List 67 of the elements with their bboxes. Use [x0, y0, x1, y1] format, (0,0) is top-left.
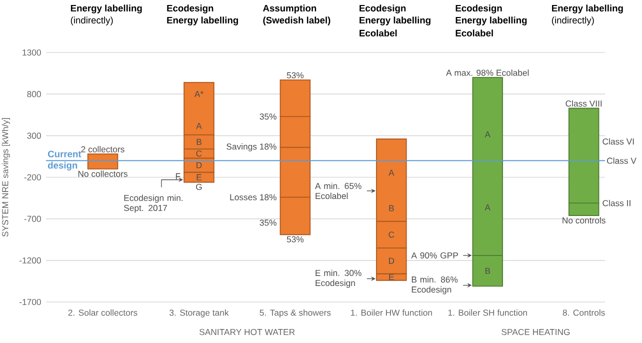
- text: (indirectly): [552, 16, 594, 26]
- annotation: D: [388, 258, 394, 264]
- annotation: 53%: [286, 72, 304, 78]
- annotation: Class VIII: [566, 100, 602, 107]
- annotation: E: [196, 174, 202, 180]
- annotation: E min. 30% Ecodesign: [316, 270, 362, 288]
- annotation: E: [389, 274, 394, 280]
- annotation: 53%: [286, 236, 304, 242]
- annotation: B: [485, 268, 490, 274]
- y-tick-label: -1200: [20, 257, 41, 264]
- bar: [87, 153, 118, 170]
- ref-line-label: Current design: [48, 150, 82, 171]
- annotation: Ecodesign min. Sept. 2017: [124, 194, 183, 213]
- annotation: B: [389, 205, 394, 212]
- y-tick-label: 800: [27, 91, 41, 98]
- annotation: A: [196, 122, 202, 129]
- y-tick-label: -700: [24, 216, 41, 222]
- annotation: 35%: [260, 220, 276, 226]
- text: Energy labelling: [360, 16, 430, 26]
- annotation: 35%: [260, 113, 276, 120]
- annotation: 2 collectors: [81, 146, 124, 152]
- text: SANITARY HOT WATER: [199, 328, 295, 336]
- text: Ecolabel: [360, 30, 397, 36]
- text: Ecodesign: [360, 4, 406, 14]
- text: (Swedish label): [263, 16, 330, 26]
- text: Energy labelling: [70, 4, 142, 14]
- text: Ecolabel: [456, 30, 493, 36]
- annotation: B: [196, 138, 202, 145]
- text: Energy labelling: [167, 16, 238, 26]
- annotation: F: [176, 173, 180, 180]
- annotation: B min. 86% Ecodesign: [412, 276, 458, 294]
- annotation: Class VI: [602, 138, 634, 145]
- text: Ecodesign: [167, 4, 214, 14]
- y-tick-label: -1700: [20, 298, 41, 306]
- y-tick-label: 300: [27, 132, 41, 139]
- annotation: A*: [194, 90, 204, 97]
- annotation: C: [388, 232, 394, 238]
- x-tick-label: 8. Controls: [562, 309, 605, 316]
- annotation: A 90% GPP: [411, 252, 458, 258]
- text: Energy labelling: [456, 16, 527, 26]
- annotation: G: [196, 184, 202, 190]
- annotation: Losses 18%: [230, 194, 276, 200]
- y-tick-label: 1300: [22, 49, 41, 56]
- x-tick-label: 1. Boiler HW function: [350, 309, 432, 316]
- annotation: Class V: [607, 157, 636, 164]
- text: Energy labelling: [552, 4, 623, 14]
- text: Assumption: [262, 4, 316, 14]
- text: Ecodesign: [456, 4, 502, 14]
- text: SPACE HEATING: [502, 328, 570, 336]
- annotation: A max. 98% Ecolabel: [446, 69, 529, 76]
- annotation: A: [484, 204, 490, 210]
- annotation: C: [196, 150, 202, 157]
- annotation: A: [388, 170, 394, 176]
- x-tick-label: 3. Storage tank: [170, 309, 229, 318]
- y-axis-title: SYSTEM NRE savings [kWh/y]: [2, 118, 10, 237]
- annotation: A: [484, 131, 490, 138]
- text: (indirectly): [70, 16, 113, 26]
- x-tick-label: 2. Solar collectors: [68, 309, 138, 316]
- annotation: A min. 65% Ecolabel: [315, 182, 362, 200]
- x-tick-label: 5. Taps & showers: [260, 309, 331, 318]
- x-tick-label: 1. Boiler SH function: [448, 309, 527, 316]
- annotation: No collectors: [78, 170, 128, 177]
- annotation: Class II: [602, 200, 630, 206]
- annotation: No controls: [562, 217, 606, 224]
- annotation: Savings 18%: [226, 143, 276, 152]
- annotation: D: [196, 162, 202, 168]
- y-tick-label: -200: [24, 174, 41, 180]
